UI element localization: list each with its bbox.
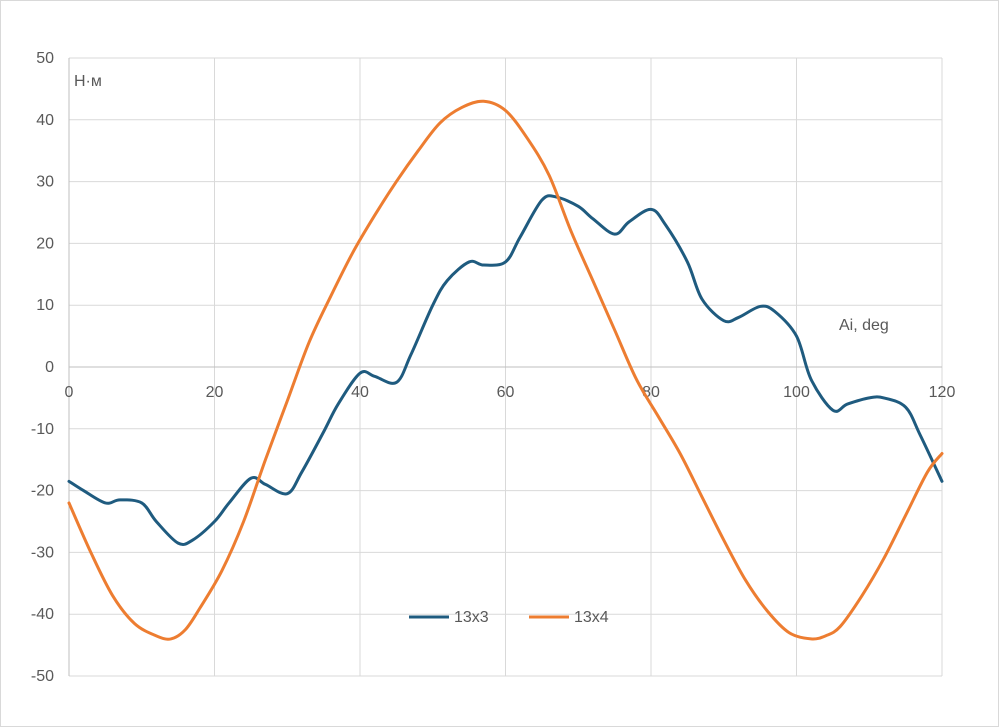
x-tick-label: 100 [783, 384, 810, 401]
legend: 13x3 13x4 [409, 609, 609, 626]
y-tick-label: -20 [31, 483, 54, 500]
y-tick-label: 30 [36, 174, 54, 191]
axes [68, 58, 942, 676]
legend-label-13x4: 13x4 [574, 609, 609, 626]
x-tick-label: 0 [65, 384, 74, 401]
y-tick-label: -10 [31, 421, 54, 438]
x-tick-label: 20 [206, 384, 224, 401]
x-axis-label: Ai, deg [839, 317, 889, 334]
y-axis-label: Н·м [74, 73, 102, 90]
y-tick-label: -50 [31, 668, 54, 685]
y-tick-label: -30 [31, 544, 54, 561]
series-lines [67, 99, 944, 641]
y-tick-label: 0 [45, 359, 54, 376]
x-tick-label: 40 [351, 384, 369, 401]
y-tick-label: 50 [36, 50, 54, 67]
y-tick-label: 10 [36, 297, 54, 314]
x-tick-label: 60 [497, 384, 515, 401]
series-line-13x3 [67, 194, 944, 546]
y-tick-label: 20 [36, 235, 54, 252]
y-tick-label: 40 [36, 112, 54, 129]
x-tick-label: 120 [929, 384, 956, 401]
y-tick-label: -40 [31, 606, 54, 623]
legend-label-13x3: 13x3 [454, 609, 489, 626]
series-line-13x4 [67, 99, 944, 641]
